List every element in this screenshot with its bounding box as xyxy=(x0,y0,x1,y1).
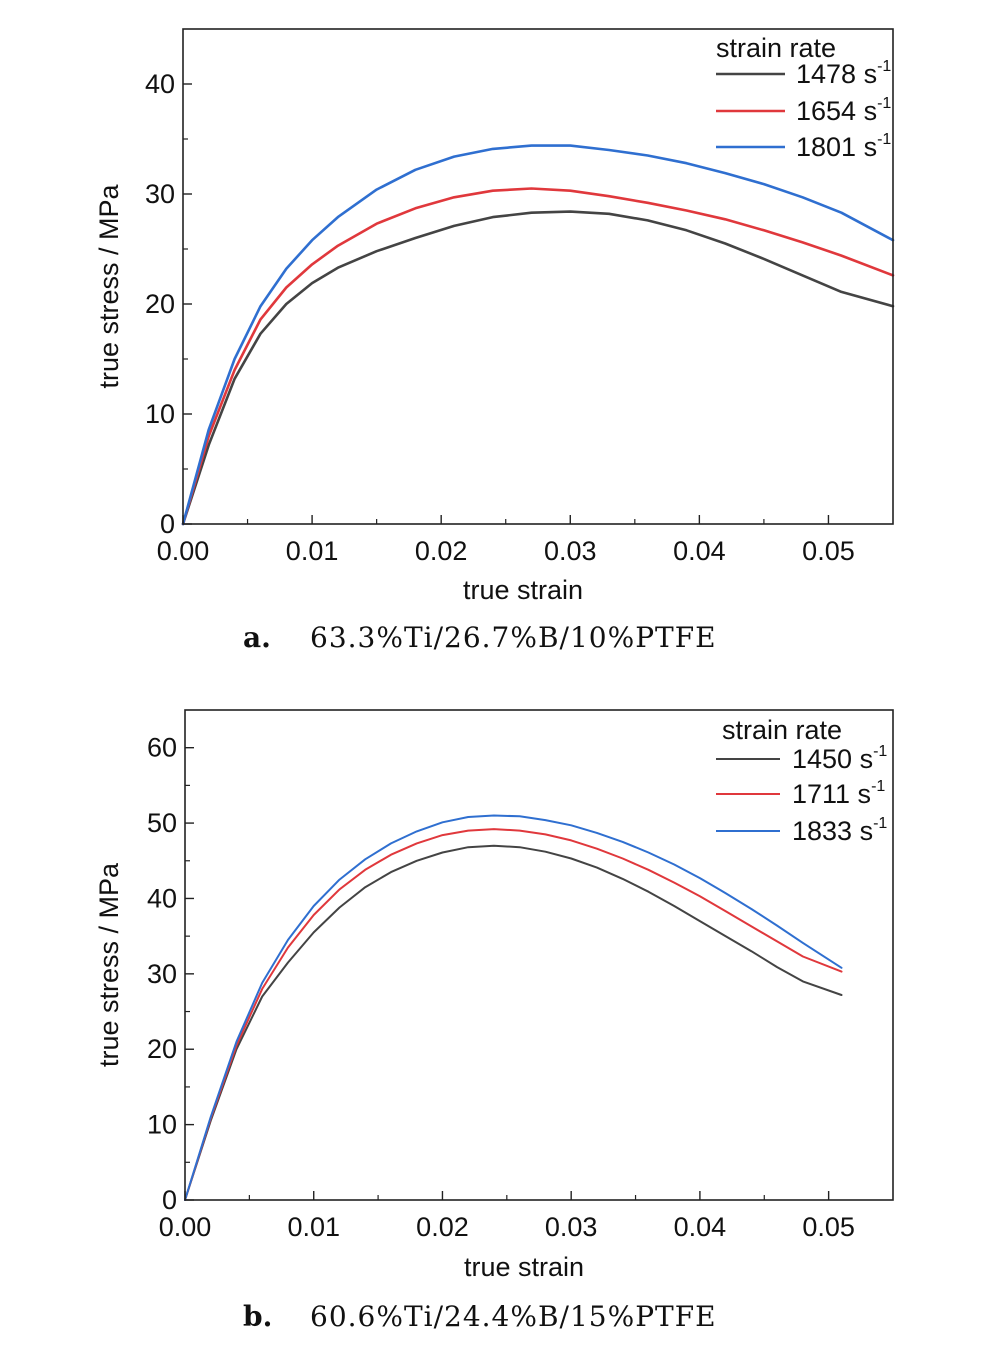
series-line-b-0 xyxy=(184,844,843,1201)
panel-caption-b: 60.6%Ti/24.4%B/15%PTFE xyxy=(310,1300,717,1333)
y-tick-label-b-5: 50 xyxy=(147,808,177,838)
legend-label-a-1: 1654 s-1 xyxy=(796,95,891,126)
plot-frame-a xyxy=(182,28,894,525)
chart-panel-a: 0.00 0.01 0.02 0.03 0.04 0.05 0 10 20 30 40 true s… xyxy=(94,28,895,654)
x-tick-label-b-2: 0.02 xyxy=(416,1212,469,1242)
y-tick-label-a-1: 10 xyxy=(145,399,175,429)
plot-frame-b xyxy=(184,709,894,1201)
x-tick-label-a-0: 0.00 xyxy=(157,536,210,566)
x-tick-label-b-5: 0.05 xyxy=(802,1212,855,1242)
curves-a xyxy=(181,144,895,526)
y-tick-label-b-0: 0 xyxy=(162,1185,177,1215)
legend-label-a-0: 1478 s-1 xyxy=(796,58,891,89)
x-tick-label-b-1: 0.01 xyxy=(287,1212,340,1242)
x-tick-label-b-3: 0.03 xyxy=(545,1212,598,1242)
y-tick-label-b-4: 40 xyxy=(147,883,177,913)
y-tick-label-b-6: 60 xyxy=(147,733,177,763)
x-tick-label-a-4: 0.04 xyxy=(673,536,726,566)
x-tick-label-b-4: 0.04 xyxy=(674,1212,727,1242)
series-line-b-2 xyxy=(184,814,843,1201)
y-tick-label-a-4: 40 xyxy=(145,69,175,99)
ticks-b: 0.00 0.01 0.02 0.03 0.04 0.05 0 10 20 30 40 50 60 xyxy=(147,733,855,1242)
panel-caption-a: 63.3%Ti/26.7%B/10%PTFE xyxy=(310,621,717,654)
legend-title-a: strain rate xyxy=(716,33,836,63)
y-axis-label-a: true stress / MPa xyxy=(94,183,124,388)
y-axis-label-b: true stress / MPa xyxy=(94,862,124,1067)
legend-label-b-2: 1833 s-1 xyxy=(792,815,887,846)
y-tick-label-b-3: 30 xyxy=(147,959,177,989)
curves-b xyxy=(184,814,843,1201)
series-line-b-1 xyxy=(184,828,843,1201)
ticks-a: 0.00 0.01 0.02 0.03 0.04 0.05 0 10 20 30 40 xyxy=(145,69,855,566)
x-axis-label-a: true strain xyxy=(463,575,583,605)
legend-a: strain rate 1478 s-1 1654 s-1 1801 s-1 xyxy=(716,33,891,162)
x-tick-label-b-0: 0.00 xyxy=(159,1212,212,1242)
x-tick-label-a-1: 0.01 xyxy=(286,536,339,566)
chart-panel-b: 0.00 0.01 0.02 0.03 0.04 0.05 0 10 20 30 40 50 60 tr… xyxy=(94,709,894,1333)
legend-label-b-1: 1711 s-1 xyxy=(792,778,885,809)
x-axis-label-b: true strain xyxy=(464,1252,584,1282)
series-line-a-0 xyxy=(181,210,895,526)
x-tick-label-a-2: 0.02 xyxy=(415,536,468,566)
x-tick-label-a-5: 0.05 xyxy=(802,536,855,566)
series-line-a-2 xyxy=(181,144,895,526)
series-line-a-1 xyxy=(181,187,895,526)
y-tick-label-b-2: 20 xyxy=(147,1034,177,1064)
legend-b: strain rate 1450 s-1 1711 s-1 1833 s-1 xyxy=(716,715,887,846)
y-tick-label-a-0: 0 xyxy=(160,509,175,539)
y-tick-label-a-3: 30 xyxy=(145,179,175,209)
y-tick-label-b-1: 10 xyxy=(147,1110,177,1140)
x-tick-label-a-3: 0.03 xyxy=(544,536,597,566)
legend-label-b-0: 1450 s-1 xyxy=(792,743,887,774)
y-tick-label-a-2: 20 xyxy=(145,289,175,319)
panel-label-b: b. xyxy=(243,1300,272,1333)
legend-label-a-2: 1801 s-1 xyxy=(796,131,891,162)
legend-title-b: strain rate xyxy=(722,715,842,745)
panel-label-a: a. xyxy=(243,621,271,654)
